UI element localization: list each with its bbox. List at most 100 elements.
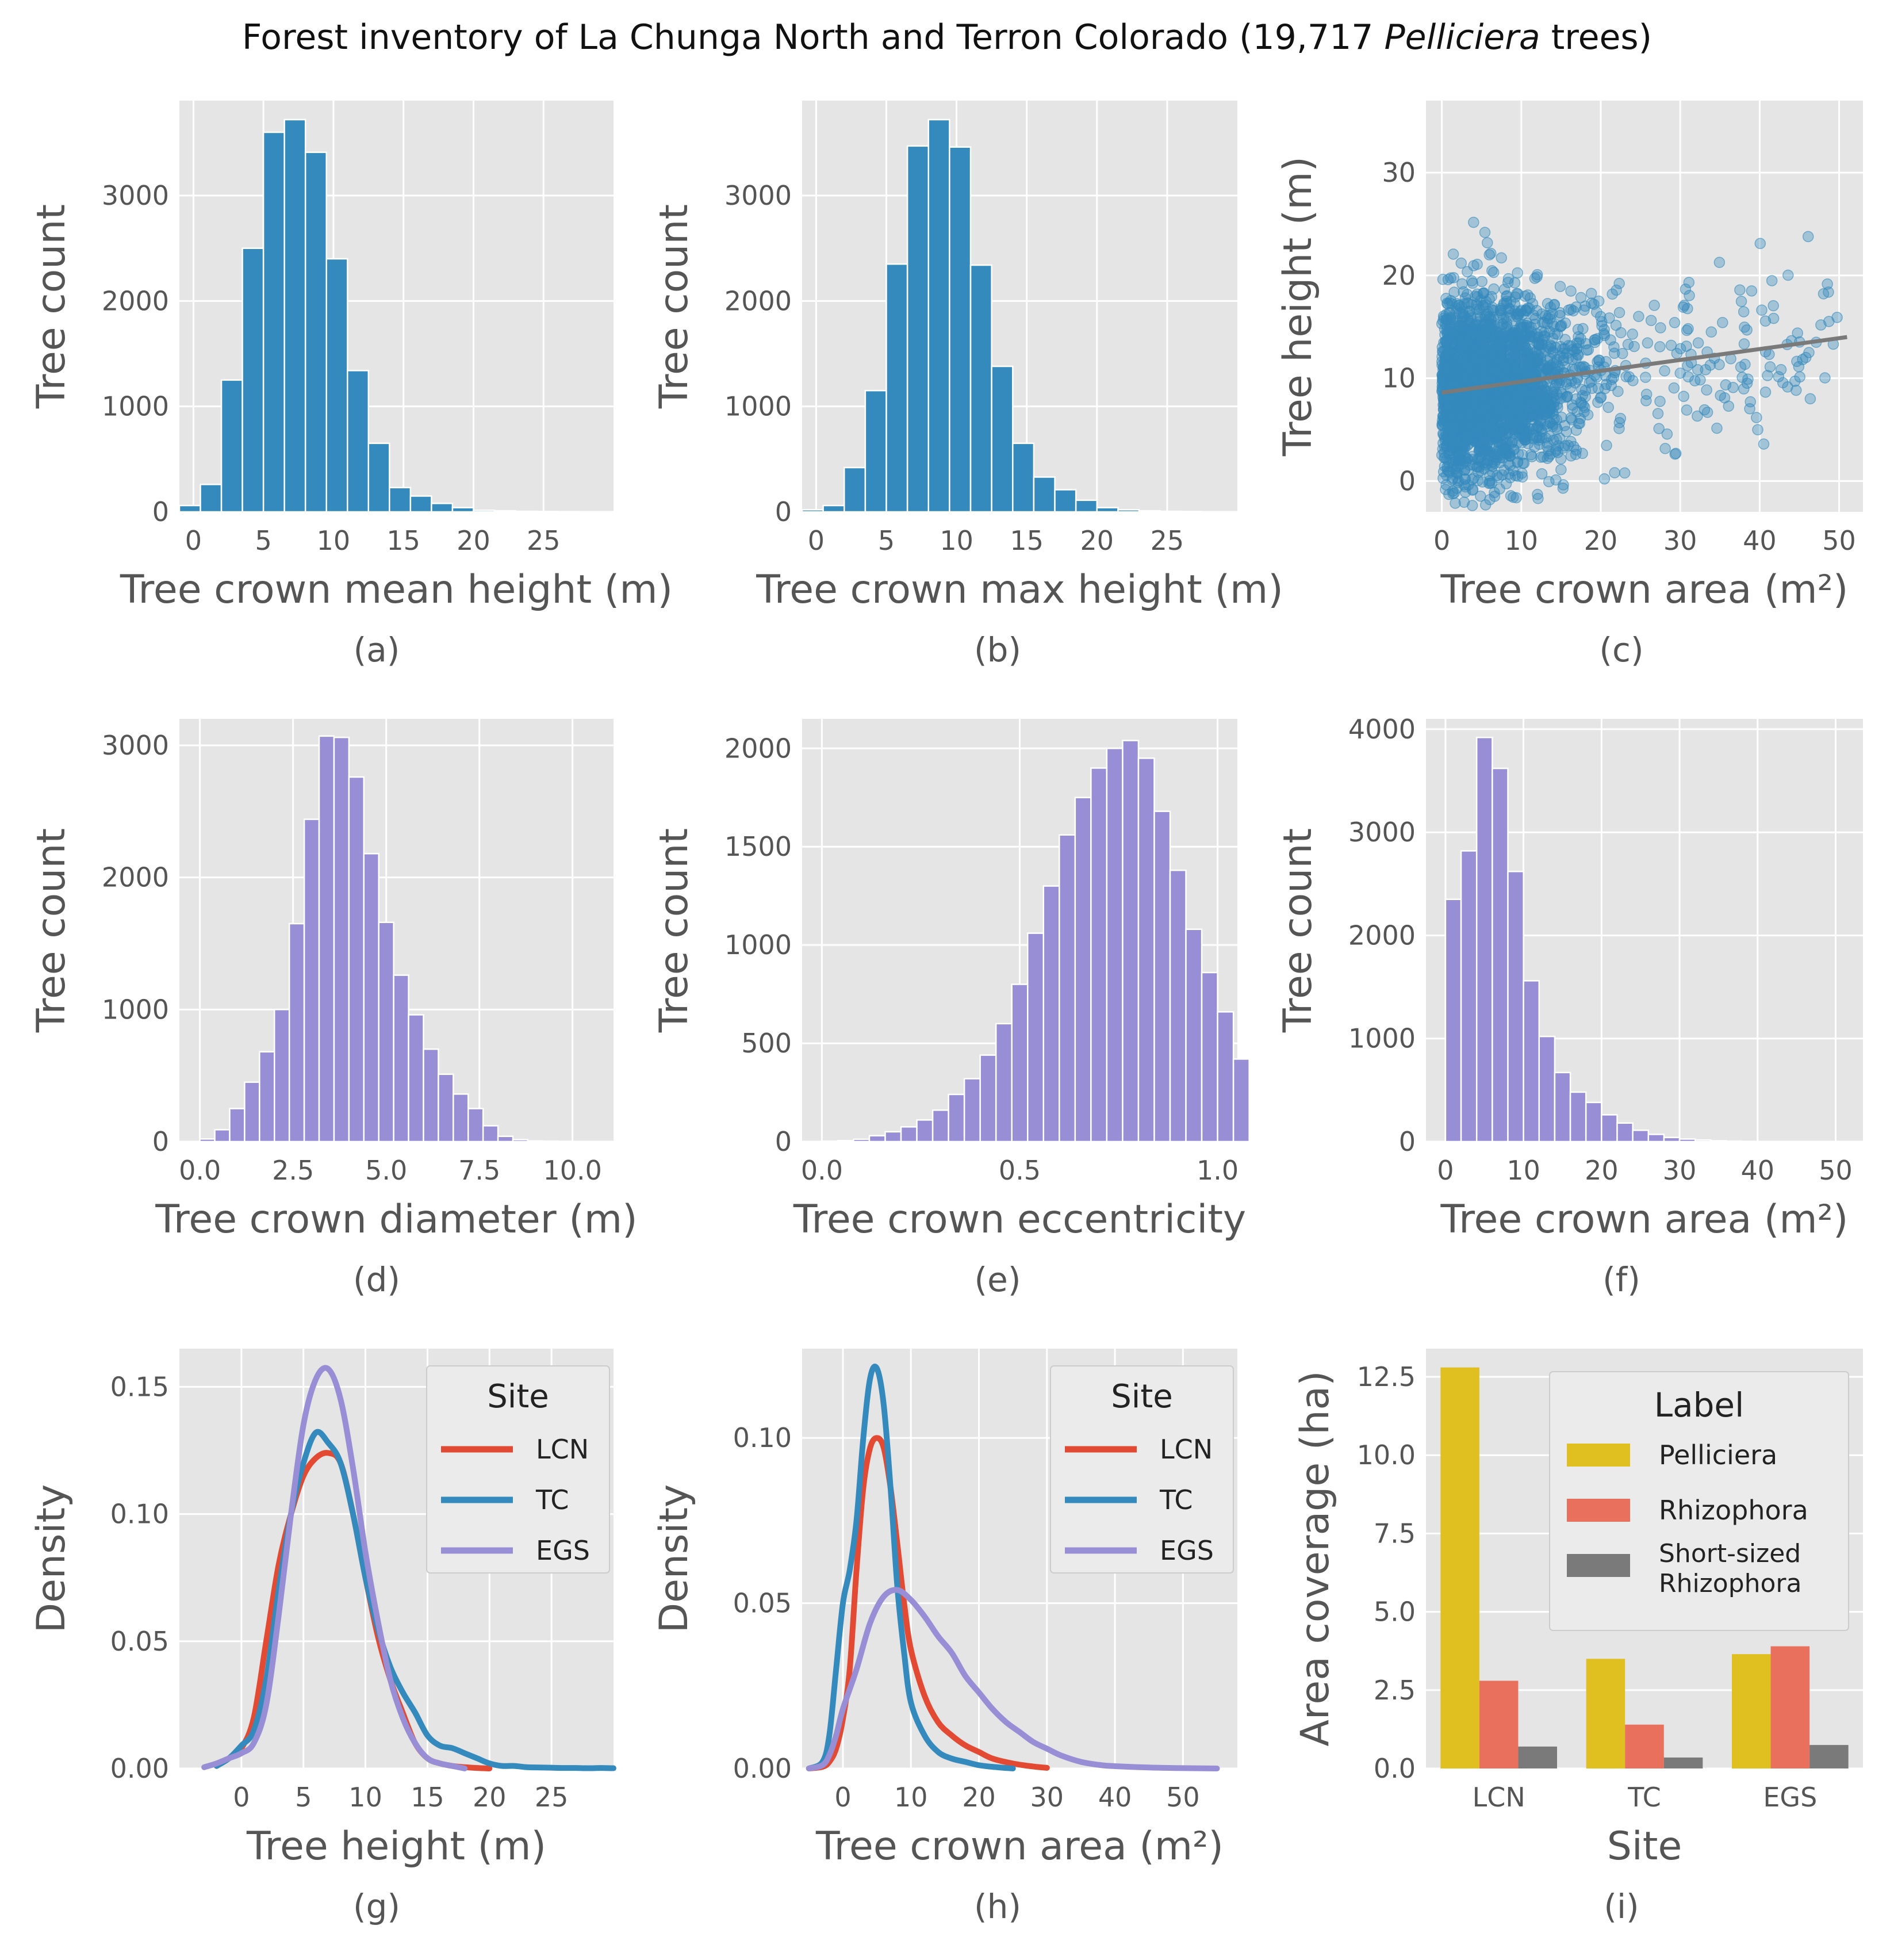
scatter-point xyxy=(1592,356,1603,368)
scatter-point xyxy=(1734,284,1746,296)
scatter-point xyxy=(1519,353,1530,364)
scatter-point xyxy=(1640,388,1653,400)
scatter-point xyxy=(1485,247,1497,259)
x-tick-label: 10 xyxy=(940,525,973,556)
histogram-bar xyxy=(389,487,412,513)
scatter-point xyxy=(1474,371,1486,382)
scatter-point xyxy=(1561,391,1573,403)
y-tick-label: 30 xyxy=(1382,157,1416,188)
histogram-bar xyxy=(1201,971,1218,1143)
histogram-bar xyxy=(229,1108,246,1143)
y-axis-label: Density xyxy=(651,1484,697,1633)
scatter-point xyxy=(1674,368,1686,379)
histogram-bar xyxy=(969,264,992,513)
y-axis-label: Tree count xyxy=(29,828,74,1033)
scatter-point xyxy=(1498,464,1510,476)
scatter-point xyxy=(1441,453,1452,465)
histogram-bar xyxy=(868,1135,886,1143)
scatter-point xyxy=(1483,354,1496,366)
scatter-point xyxy=(1554,432,1566,444)
scatter-point xyxy=(1575,333,1586,344)
x-axis-label: Tree crown area (m²) xyxy=(1440,567,1849,612)
scatter-point xyxy=(1661,428,1673,440)
x-tick-label: 2.5 xyxy=(272,1155,314,1186)
scatter-point xyxy=(1648,300,1660,311)
legend-g: Site LCN TC EGS xyxy=(426,1365,610,1574)
scatter-point xyxy=(1458,423,1469,434)
histogram-bar xyxy=(948,1093,965,1143)
scatter-point xyxy=(1512,267,1523,279)
scatter-point xyxy=(1773,371,1785,382)
histogram-bar xyxy=(515,510,538,513)
scatter-point xyxy=(1558,479,1569,491)
x-axis-label: Tree crown eccentricity xyxy=(793,1197,1246,1242)
scatter-point xyxy=(1704,359,1716,371)
scatter-point xyxy=(1441,297,1453,309)
y-axis-label: Area coverage (ha) xyxy=(1293,1371,1338,1746)
scatter-point xyxy=(1680,283,1692,295)
scatter-point xyxy=(1681,324,1693,336)
y-tick-label: 2.5 xyxy=(1374,1675,1416,1706)
x-tick-label: 25 xyxy=(1151,525,1184,556)
histogram-bar xyxy=(1059,834,1076,1143)
scatter-point xyxy=(1455,257,1467,269)
scatter-point xyxy=(1746,285,1758,297)
histogram-bar xyxy=(1632,1130,1650,1143)
x-tick-label: 50 xyxy=(1819,1155,1853,1186)
legend-swatch xyxy=(1567,1554,1630,1577)
scatter-point xyxy=(1568,441,1579,453)
histogram-bar xyxy=(1106,748,1124,1143)
scatter-point xyxy=(1756,304,1768,316)
x-tick-label: 40 xyxy=(1741,1155,1775,1186)
scatter-point xyxy=(1554,309,1566,321)
x-axis-label: Tree crown mean height (m) xyxy=(120,567,673,612)
x-tick-label: 20 xyxy=(1585,1155,1619,1186)
x-tick-label: 0 xyxy=(808,525,825,556)
histogram-bar xyxy=(1475,737,1493,1143)
histogram-bar xyxy=(1678,1138,1696,1143)
scatter-point xyxy=(1678,300,1690,311)
histogram-bar xyxy=(1726,1140,1743,1143)
histogram-bar xyxy=(1153,810,1171,1143)
scatter-point xyxy=(1682,360,1693,372)
scatter-point xyxy=(1466,275,1478,287)
histogram-bar xyxy=(244,1081,260,1143)
x-tick-label: 10 xyxy=(894,1782,928,1813)
scatter-point xyxy=(1451,303,1463,315)
x-tick-label: 20 xyxy=(1080,525,1114,556)
histogram-bar xyxy=(1138,510,1161,513)
x-tick-label: TC xyxy=(1627,1782,1661,1813)
histogram-bar xyxy=(393,974,409,1143)
scatter-point xyxy=(1482,237,1493,248)
scatter-point xyxy=(1623,371,1635,382)
scatter-point xyxy=(1692,410,1703,422)
scatter-point xyxy=(1471,258,1483,270)
histogram-bar xyxy=(178,504,201,513)
histogram-bar xyxy=(1217,1011,1234,1143)
histogram-bar xyxy=(1694,1139,1712,1143)
scatter-point xyxy=(1613,423,1625,434)
y-tick-label: 3000 xyxy=(724,180,792,211)
histogram-bar xyxy=(1444,898,1462,1143)
scatter-point xyxy=(1469,324,1481,336)
chart-i: LCN TC EGS 0.0 2.5 5.0 7.5 10.0 12.5 Site Area cov… xyxy=(1293,1349,1863,1926)
x-tick-label: 20 xyxy=(473,1782,507,1813)
scatter-point xyxy=(1453,475,1464,487)
scatter-point xyxy=(1608,347,1620,359)
scatter-point xyxy=(1797,354,1808,365)
scatter-point xyxy=(1659,365,1670,377)
scatter-point xyxy=(1473,336,1485,348)
scatter-point xyxy=(1593,295,1605,307)
y-tick-label: 0.00 xyxy=(110,1753,169,1784)
scatter-point xyxy=(1567,403,1578,414)
scatter-point xyxy=(1701,384,1712,396)
scatter-point xyxy=(1605,334,1616,346)
scatter-point xyxy=(1464,390,1475,402)
scatter-point xyxy=(1440,479,1452,491)
bar-LCN-2 xyxy=(1518,1746,1557,1768)
y-tick-label: 0.05 xyxy=(733,1588,792,1619)
scatter-point xyxy=(1502,273,1515,285)
scatter-point xyxy=(1622,339,1634,350)
histogram-bar xyxy=(1074,797,1092,1143)
scatter-point xyxy=(1803,347,1815,358)
